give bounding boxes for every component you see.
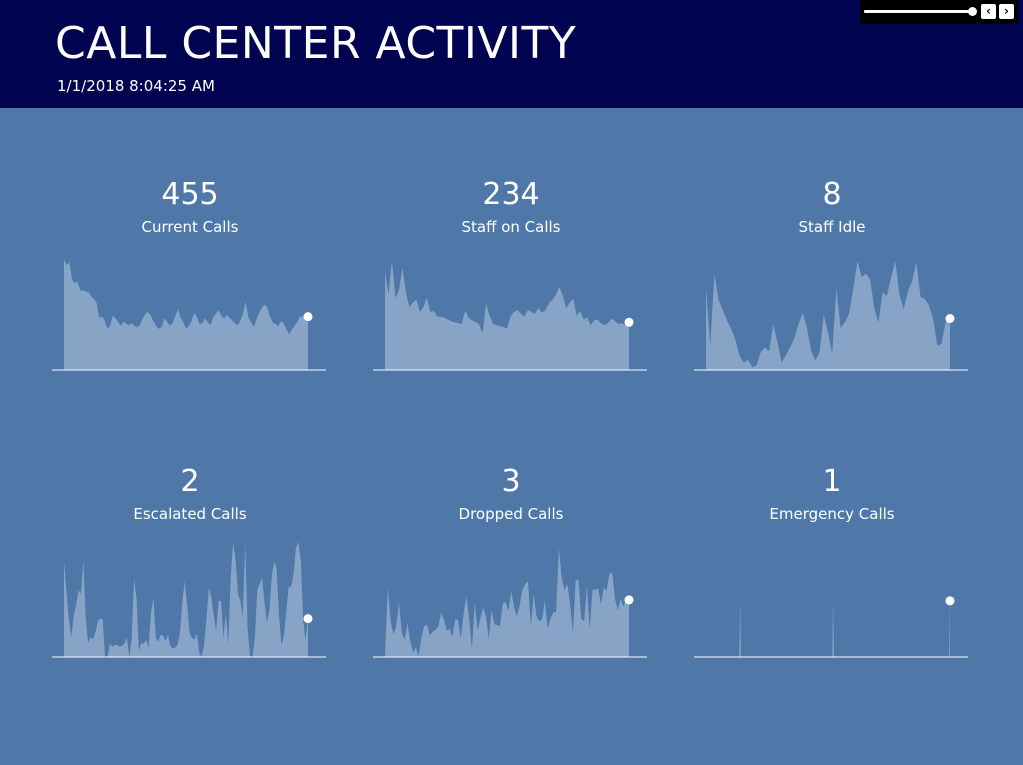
panel-staff-on-calls: 234 Staff on Calls bbox=[373, 177, 649, 397]
sparkline-area bbox=[64, 541, 308, 657]
sparkline-last-point[interactable] bbox=[624, 317, 634, 327]
metric-label: Escalated Calls bbox=[133, 505, 247, 523]
sparkline-last-point[interactable] bbox=[303, 614, 313, 624]
metric-label: Current Calls bbox=[141, 218, 239, 236]
page-title: CALL CENTER ACTIVITY bbox=[55, 18, 577, 69]
panel-dropped-calls: 3 Dropped Calls bbox=[373, 464, 649, 684]
sparkline-staff-idle bbox=[694, 261, 968, 371]
metric-label: Staff Idle bbox=[798, 218, 866, 236]
sparkline-last-point[interactable] bbox=[945, 596, 955, 606]
sparkline-area bbox=[706, 261, 950, 370]
metric-value: 455 bbox=[161, 177, 219, 212]
sparkline-emergency-calls bbox=[694, 596, 968, 658]
sparkline-staff-on-calls bbox=[373, 260, 647, 371]
sparkline-area bbox=[385, 260, 629, 370]
metric-label: Dropped Calls bbox=[458, 505, 564, 523]
chevron-left-icon[interactable]: ‹ bbox=[981, 4, 996, 19]
sparkline-current-calls bbox=[52, 259, 326, 371]
sparkline-escalated-calls bbox=[52, 541, 326, 658]
playback-control: ‹ › bbox=[860, 0, 1018, 24]
timestamp: 1/1/2018 8:04:25 AM bbox=[57, 77, 215, 95]
sparkline-area bbox=[64, 259, 308, 370]
panel-emergency-calls: 1 Emergency Calls bbox=[694, 464, 970, 684]
metric-value: 3 bbox=[501, 464, 521, 499]
metric-value: 1 bbox=[822, 464, 842, 499]
metric-value: 8 bbox=[822, 177, 842, 212]
sparkline-last-point[interactable] bbox=[624, 595, 634, 605]
metric-value: 2 bbox=[180, 464, 200, 499]
header-bar: CALL CENTER ACTIVITY 1/1/2018 8:04:25 AM… bbox=[0, 0, 1023, 108]
panel-current-calls: 455 Current Calls bbox=[52, 177, 328, 397]
metric-label: Staff on Calls bbox=[461, 218, 561, 236]
metric-value: 234 bbox=[482, 177, 540, 212]
panel-staff-idle: 8 Staff Idle bbox=[694, 177, 970, 397]
metric-label: Emergency Calls bbox=[769, 505, 895, 523]
sparkline-dropped-calls bbox=[373, 548, 647, 658]
time-slider-track[interactable] bbox=[864, 10, 974, 13]
time-slider-thumb[interactable] bbox=[968, 7, 977, 16]
sparkline-area bbox=[385, 548, 629, 657]
panel-escalated-calls: 2 Escalated Calls bbox=[52, 464, 328, 684]
sparkline-last-point[interactable] bbox=[945, 314, 955, 324]
sparkline-area bbox=[706, 600, 950, 657]
chevron-right-icon[interactable]: › bbox=[999, 4, 1014, 19]
sparkline-last-point[interactable] bbox=[303, 312, 313, 322]
